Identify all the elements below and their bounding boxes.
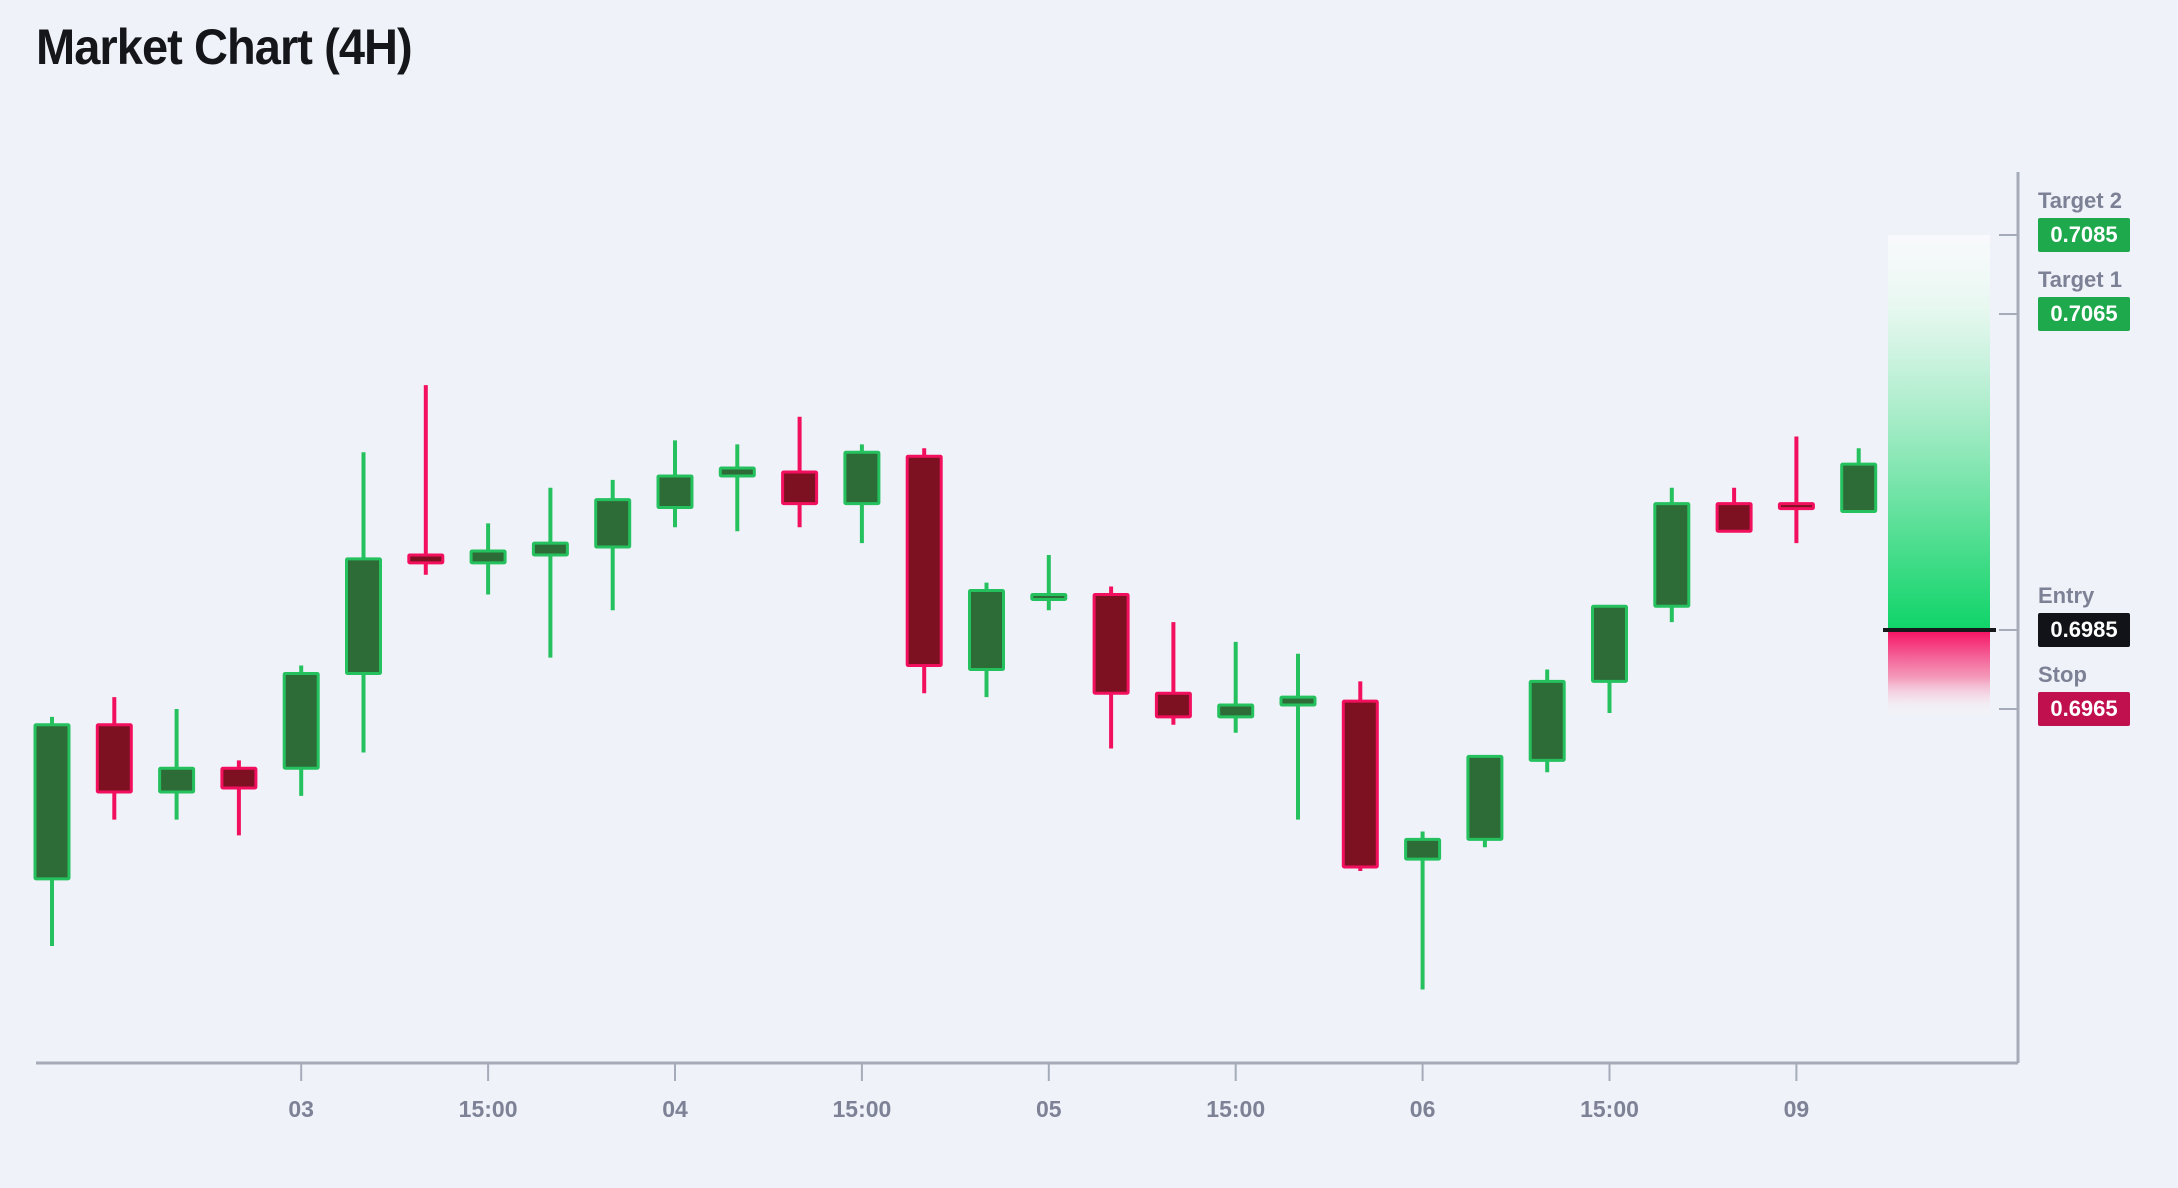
candle-17-bull[interactable] — [1030, 592, 1068, 601]
x-tick-label: 15:00 — [1580, 1096, 1639, 1122]
candle-9-bull[interactable] — [531, 541, 569, 557]
stop-price-badge: 0.6965 — [2038, 692, 2130, 726]
target2-price-badge: 0.7085 — [2038, 218, 2130, 252]
entry-label: Entry — [2038, 583, 2095, 608]
loss-zone — [1888, 630, 1990, 717]
candle-18-bear[interactable] — [1092, 592, 1130, 695]
candle-30-bull[interactable] — [1840, 462, 1878, 514]
candle-27-bull[interactable] — [1653, 502, 1691, 608]
stop-label: Stop — [2038, 662, 2087, 687]
x-tick-label: 06 — [1410, 1096, 1436, 1122]
candle-7-bear[interactable] — [407, 553, 445, 565]
candle-8-bull[interactable] — [469, 549, 507, 565]
x-tick-label: 15:00 — [832, 1096, 891, 1122]
candle-1-bull[interactable] — [33, 723, 71, 881]
x-tick-label: 09 — [1784, 1096, 1810, 1122]
candle-21-bull[interactable] — [1279, 695, 1317, 707]
candle-13-bear[interactable] — [781, 470, 819, 506]
candle-29-bear[interactable] — [1777, 502, 1815, 511]
target1-price-badge: 0.7065 — [2038, 297, 2130, 331]
candle-28-bear[interactable] — [1715, 502, 1753, 533]
candle-22-bear[interactable] — [1341, 699, 1379, 869]
x-tick-label: 15:00 — [459, 1096, 518, 1122]
candle-24-bull[interactable] — [1466, 754, 1504, 841]
candle-25-bull[interactable] — [1528, 679, 1566, 762]
profit-zone — [1888, 235, 1990, 630]
candle-6-bull[interactable] — [345, 557, 382, 675]
candle-4-bear[interactable] — [220, 766, 258, 790]
candle-23-bull[interactable] — [1404, 837, 1442, 861]
candle-14-bull[interactable] — [843, 450, 881, 506]
candle-12-bull[interactable] — [718, 466, 756, 478]
entry-price-badge: 0.6985 — [2038, 613, 2130, 647]
page-title: Market Chart (4H) — [36, 19, 413, 75]
x-tick-label: 15:00 — [1206, 1096, 1265, 1122]
x-tick-label: 03 — [288, 1096, 314, 1122]
candle-20-bull[interactable] — [1217, 703, 1255, 719]
candle-3-bull[interactable] — [158, 766, 196, 794]
candle-11-bull[interactable] — [656, 474, 694, 510]
candle-2-bear[interactable] — [95, 723, 133, 794]
target1-label: Target 1 — [2038, 267, 2122, 292]
target2-label: Target 2 — [2038, 188, 2122, 213]
candle-16-bull[interactable] — [968, 589, 1005, 671]
candle-5-bull[interactable] — [282, 671, 320, 770]
candle-10-bull[interactable] — [594, 498, 632, 549]
x-tick-label: 05 — [1036, 1096, 1062, 1122]
x-tick-label: 04 — [662, 1096, 688, 1122]
candle-15-bear[interactable] — [905, 454, 943, 668]
candle-26-bull[interactable] — [1591, 604, 1628, 683]
candle-19-bear[interactable] — [1154, 691, 1192, 719]
